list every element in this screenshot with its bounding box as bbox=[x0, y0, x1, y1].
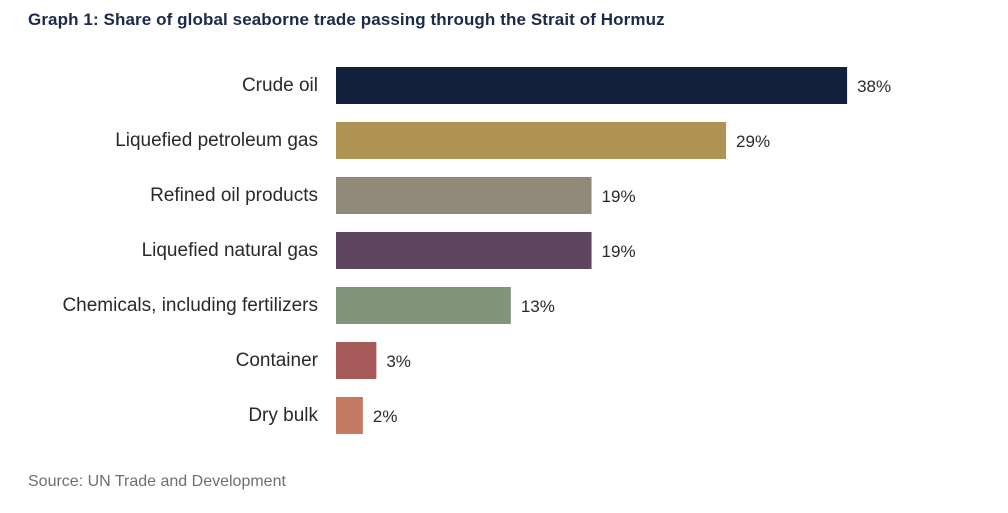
value-label-liquefied-petroleum-gas: 29% bbox=[736, 132, 770, 151]
category-label-dry-bulk: Dry bulk bbox=[248, 405, 318, 426]
bar-chemicals-including-fertilizers bbox=[336, 287, 511, 324]
bar-crude-oil bbox=[336, 67, 848, 104]
value-label-liquefied-natural-gas: 19% bbox=[602, 242, 636, 261]
bar-liquefied-natural-gas bbox=[336, 232, 592, 269]
category-label-liquefied-petroleum-gas: Liquefied petroleum gas bbox=[115, 130, 318, 151]
category-label-container: Container bbox=[236, 350, 319, 371]
bar-liquefied-petroleum-gas bbox=[336, 122, 727, 159]
bar-container bbox=[336, 342, 377, 379]
source-note: Source: UN Trade and Development bbox=[28, 473, 286, 490]
category-label-chemicals-including-fertilizers: Chemicals, including fertilizers bbox=[62, 295, 318, 316]
value-label-chemicals-including-fertilizers: 13% bbox=[521, 297, 555, 316]
category-label-crude-oil: Crude oil bbox=[242, 75, 318, 96]
category-label-liquefied-natural-gas: Liquefied natural gas bbox=[142, 240, 318, 261]
category-label-refined-oil-products: Refined oil products bbox=[150, 185, 318, 206]
bar-refined-oil-products bbox=[336, 177, 592, 214]
bar-dry-bulk bbox=[336, 397, 363, 434]
value-label-dry-bulk: 2% bbox=[373, 407, 398, 426]
value-label-refined-oil-products: 19% bbox=[602, 187, 636, 206]
value-label-container: 3% bbox=[386, 352, 411, 371]
value-label-crude-oil: 38% bbox=[857, 77, 891, 96]
chart-title: Graph 1: Share of global seaborne trade … bbox=[28, 10, 665, 29]
